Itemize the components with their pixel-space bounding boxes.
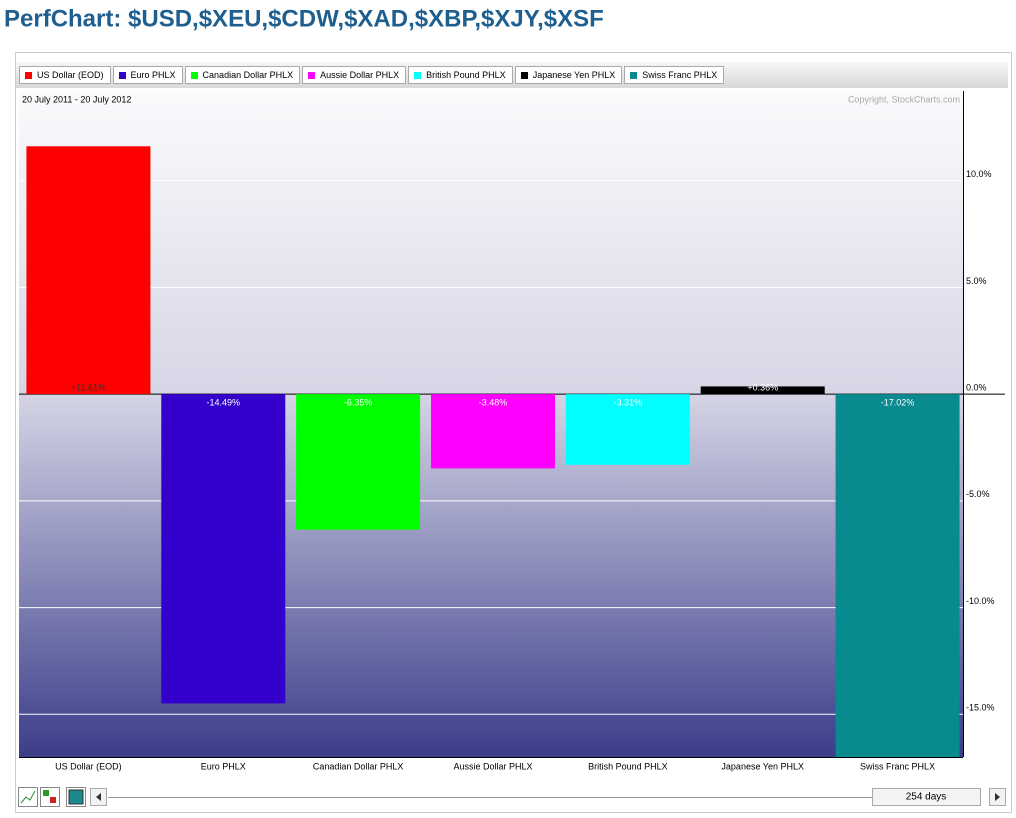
labels: -15.0% -10.0% -5.0% 0.0% 5.0% 10.0% US Dollar … — [55, 169, 994, 771]
legend-label: Swiss Franc PHLX — [642, 70, 718, 80]
legend-label: Euro PHLX — [130, 70, 176, 80]
legend: US Dollar (EOD) Euro PHLX Canadian Dollar … — [19, 66, 725, 84]
bar — [161, 394, 286, 704]
legend-item[interactable]: Swiss Franc PHLX — [624, 66, 725, 84]
value-label: +0.36% — [747, 382, 778, 392]
icon — [96, 793, 101, 801]
legend-item[interactable]: Euro PHLX — [112, 66, 183, 84]
value-label: -6.35% — [344, 397, 373, 407]
legend-item[interactable]: Aussie Dollar PHLX — [302, 66, 407, 84]
icon — [50, 797, 56, 803]
legend-label: US Dollar (EOD) — [37, 70, 104, 80]
legend-swatch — [190, 71, 198, 79]
bar — [296, 394, 421, 530]
icon — [68, 789, 84, 805]
y-tick-label: 5.0% — [966, 276, 987, 286]
legend-item[interactable]: Canadian Dollar PHLX — [184, 66, 301, 84]
bar — [835, 394, 960, 757]
legend-label: Japanese Yen PHLX — [532, 70, 616, 80]
line-chart-button[interactable] — [18, 787, 38, 807]
legend-swatch — [520, 71, 528, 79]
x-tick-label: Canadian Dollar PHLX — [313, 761, 404, 771]
legend-label: British Pound PHLX — [426, 70, 506, 80]
value-label: -17.02% — [881, 397, 915, 407]
legend-swatch — [25, 71, 32, 79]
y-tick-label: -15.0% — [966, 703, 995, 713]
x-tick-label: British Pound PHLX — [588, 761, 668, 771]
value-label: +11.61% — [71, 382, 106, 392]
legend-item[interactable]: Japanese Yen PHLX — [514, 66, 623, 84]
value-label: -3.48% — [479, 397, 508, 407]
x-tick-label: Euro PHLX — [201, 761, 246, 771]
y-tick-label: 10.0% — [966, 169, 992, 179]
legend-swatch — [414, 71, 422, 79]
bars — [26, 146, 960, 757]
slider-thumb[interactable] — [872, 788, 981, 806]
value-label: -14.49% — [207, 397, 241, 407]
bar — [700, 386, 825, 395]
copyright: Copyright, StockCharts.com — [848, 94, 960, 104]
bar — [565, 394, 690, 465]
x-tick-label: Swiss Franc PHLX — [860, 761, 935, 771]
bar — [431, 394, 555, 469]
chart-title: PerfChart: $USD,$XEU,$CDW,$XAD,$XBP,$XJY… — [4, 5, 604, 32]
y-tick-label: 0.0% — [966, 382, 987, 392]
bar — [26, 146, 151, 395]
y-tick-label: -5.0% — [966, 489, 990, 499]
date-range: 20 July 2011 - 20 July 2012 — [22, 94, 131, 104]
period-label: 254 days — [906, 792, 947, 803]
legend-item[interactable]: British Pound PHLX — [408, 66, 513, 84]
legend-label: Canadian Dollar PHLX — [202, 70, 294, 80]
legend-swatch — [308, 71, 316, 79]
y-tick-label: -10.0% — [966, 596, 995, 606]
x-tick-label: US Dollar (EOD) — [55, 761, 122, 771]
legend-label: Aussie Dollar PHLX — [320, 70, 400, 80]
toolbar: 254 days — [18, 787, 1006, 807]
x-tick-label: Aussie Dollar PHLX — [453, 761, 532, 771]
legend-swatch — [630, 71, 638, 79]
icon — [20, 790, 36, 804]
legend-item[interactable]: US Dollar (EOD) — [19, 66, 111, 84]
x-tick-label: Japanese Yen PHLX — [721, 761, 804, 771]
icon — [43, 790, 49, 796]
icon — [995, 793, 1000, 801]
value-label: -3.31% — [614, 397, 643, 407]
legend-swatch — [118, 71, 126, 79]
